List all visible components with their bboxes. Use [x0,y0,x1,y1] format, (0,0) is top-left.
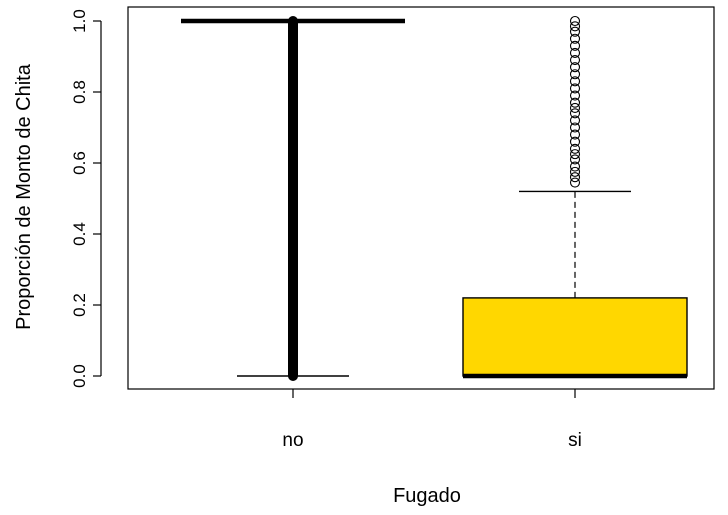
outlier-point [569,122,581,133]
outlier-point [569,76,581,87]
x-tick-label-si: si [568,430,582,451]
y-tick-label: 0.8 [70,80,89,104]
box-group-si [462,15,688,379]
outlier-point [569,149,581,160]
outlier-point [569,115,581,126]
outlier-point [569,26,581,37]
box-group-no [181,16,405,381]
x-tick-label-no: no [282,430,303,451]
outlier-point [569,54,581,66]
outlier-point [569,69,581,80]
y-tick-label: 1.0 [70,9,89,33]
outlier-point [569,40,581,51]
outlier-point [569,15,581,27]
outlier-point [569,90,581,101]
outlier-point [569,97,581,108]
outlier-point [569,166,581,177]
box-body [462,297,688,377]
outlier-point [569,47,581,59]
outlier-point [569,33,581,44]
y-axis-title: Proporción de Monto de Chita [13,63,35,330]
y-tick-label: 0.6 [70,151,89,175]
outlier-point [569,62,581,73]
outlier-point [569,143,581,154]
outlier-point [569,129,581,140]
outlier-point [569,21,581,32]
outlier-point [569,154,581,165]
y-tick-label: 0.0 [70,364,89,388]
y-tick-label: 0.4 [70,222,89,246]
outlier-point [569,136,581,147]
plot-frame [127,6,715,390]
outlier-point [569,102,581,114]
outlier-point [569,161,581,172]
x-axis-title: Fugado [393,485,461,507]
outlier-point [569,108,581,119]
outlier-point [569,83,581,94]
outlier-point [569,177,581,188]
outlier-point [569,172,581,183]
y-tick-label: 0.2 [70,293,89,317]
